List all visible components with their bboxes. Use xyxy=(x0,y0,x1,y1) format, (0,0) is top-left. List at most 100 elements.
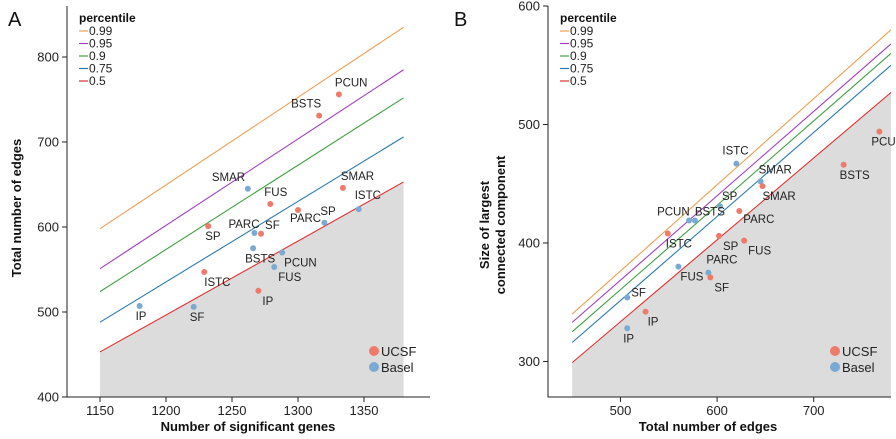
point-ucsf-istc xyxy=(201,269,208,276)
point-label: IP xyxy=(136,311,147,323)
point-label: PARC xyxy=(228,219,259,231)
point-label: ISTC xyxy=(666,238,692,250)
point-ucsf-sf xyxy=(258,230,265,237)
x-tick-label: 1300 xyxy=(284,403,313,418)
point-ucsf-sf xyxy=(707,274,714,281)
x-tick-label: 1200 xyxy=(152,403,181,418)
point-label: ISTC xyxy=(355,190,381,202)
legend-title: percentile xyxy=(560,11,617,25)
point-label: SMAR xyxy=(212,172,245,184)
x-tick-label: 1350 xyxy=(350,403,379,418)
point-ucsf-istc xyxy=(664,230,671,237)
point-basel-bsts xyxy=(691,217,698,224)
point-label: FUS xyxy=(278,272,301,284)
source-legend-dot xyxy=(369,362,379,372)
point-basel-istc xyxy=(355,206,362,213)
legend-title: percentile xyxy=(79,11,136,25)
point-basel-ip xyxy=(624,325,631,332)
panel-b-y-axis-label-line2: connected component xyxy=(493,155,508,294)
panel-b: B Total number of edges Size of largest … xyxy=(454,0,896,434)
point-label: SF xyxy=(714,282,729,294)
y-tick-label: 500 xyxy=(37,305,59,320)
percentile-line-0.95 xyxy=(571,43,891,323)
point-ucsf-sp xyxy=(205,223,212,230)
point-label: BSTS xyxy=(245,253,275,265)
x-tick-label: 1250 xyxy=(218,403,247,418)
point-label: ISTC xyxy=(204,277,230,289)
source-legend-dot xyxy=(369,346,379,356)
point-label: FUS xyxy=(680,272,703,284)
point-label: SP xyxy=(205,231,221,243)
point-label: SP xyxy=(320,206,336,218)
x-tick-label: 1150 xyxy=(86,403,114,418)
point-basel-smar xyxy=(757,178,764,185)
y-tick-label: 600 xyxy=(518,0,540,14)
y-tick-label: 400 xyxy=(518,235,540,250)
point-label: SP xyxy=(723,241,739,253)
panel-a-x-axis-label: Number of significant genes xyxy=(161,419,336,434)
point-ucsf-fus xyxy=(741,237,748,244)
x-tick-label: 700 xyxy=(803,403,825,418)
point-basel-parc xyxy=(705,269,712,276)
point-ucsf-sp xyxy=(716,232,723,239)
point-label: IP xyxy=(623,333,634,345)
point-label: PCUN xyxy=(335,77,368,89)
source-legend-dot xyxy=(830,346,840,356)
axis-frame xyxy=(547,6,891,398)
percentile-line-0.9 xyxy=(99,97,404,293)
panel-a-label: A xyxy=(8,9,22,31)
panel-b-y-axis-label-line1: Size of largest xyxy=(477,180,492,269)
point-basel-pcun xyxy=(686,217,693,224)
point-label: SF xyxy=(190,312,205,324)
percentile-line-0.5 xyxy=(571,92,891,364)
point-label: FUS xyxy=(264,187,287,199)
panel-b-label: B xyxy=(454,9,467,31)
percentile-line-0.99 xyxy=(571,29,891,315)
y-tick-label: 400 xyxy=(37,390,59,405)
source-legend-ucsf: UCSF xyxy=(842,344,877,359)
legend-item-0.99: 0.99 xyxy=(89,24,113,38)
legend-item-0.95: 0.95 xyxy=(570,37,594,51)
legend-item-0.9: 0.9 xyxy=(89,49,106,63)
legend-item-0.75: 0.75 xyxy=(570,62,594,76)
percentile-line-0.5 xyxy=(99,181,404,353)
point-label: SMAR xyxy=(759,164,792,176)
point-ucsf-ip xyxy=(642,308,649,315)
point-label: IP xyxy=(262,296,273,308)
y-tick-label: 800 xyxy=(37,50,59,65)
point-basel-bsts xyxy=(250,245,257,252)
point-ucsf-pcun xyxy=(876,128,883,135)
point-label: BSTS xyxy=(840,170,870,182)
point-label: FUS xyxy=(748,246,771,258)
point-label: SP xyxy=(722,191,738,203)
legend-item-0.5: 0.5 xyxy=(570,74,587,88)
y-tick-label: 600 xyxy=(37,220,59,235)
point-basel-sp xyxy=(321,219,328,226)
below-median-shaded-area xyxy=(572,92,891,397)
point-basel-sf xyxy=(190,303,197,310)
point-ucsf-pcun xyxy=(335,91,342,98)
point-label: SF xyxy=(265,220,280,232)
point-basel-fus xyxy=(271,263,278,270)
legend-item-0.75: 0.75 xyxy=(89,62,113,76)
panel-a-y-axis-label: Total number of edges xyxy=(9,139,24,277)
panel-b-x-axis-label: Total number of edges xyxy=(639,419,777,434)
legend-item-0.95: 0.95 xyxy=(89,37,113,51)
x-tick-label: 600 xyxy=(706,403,728,418)
point-label: BSTS xyxy=(695,206,725,218)
point-label: SF xyxy=(631,287,646,299)
source-legend-basel: Basel xyxy=(381,360,414,375)
point-ucsf-parc xyxy=(736,207,743,214)
point-basel-sp xyxy=(716,203,723,210)
point-basel-istc xyxy=(733,160,740,167)
point-ucsf-bsts xyxy=(316,112,323,119)
percentile-line-0.9 xyxy=(571,52,891,333)
y-tick-label: 700 xyxy=(37,135,59,150)
point-ucsf-fus xyxy=(267,201,274,208)
point-basel-smar xyxy=(244,185,251,192)
point-label: PARC xyxy=(706,255,737,267)
point-label: PARC xyxy=(290,213,321,225)
point-label: PARC xyxy=(743,214,774,226)
source-legend-dot xyxy=(830,362,840,372)
